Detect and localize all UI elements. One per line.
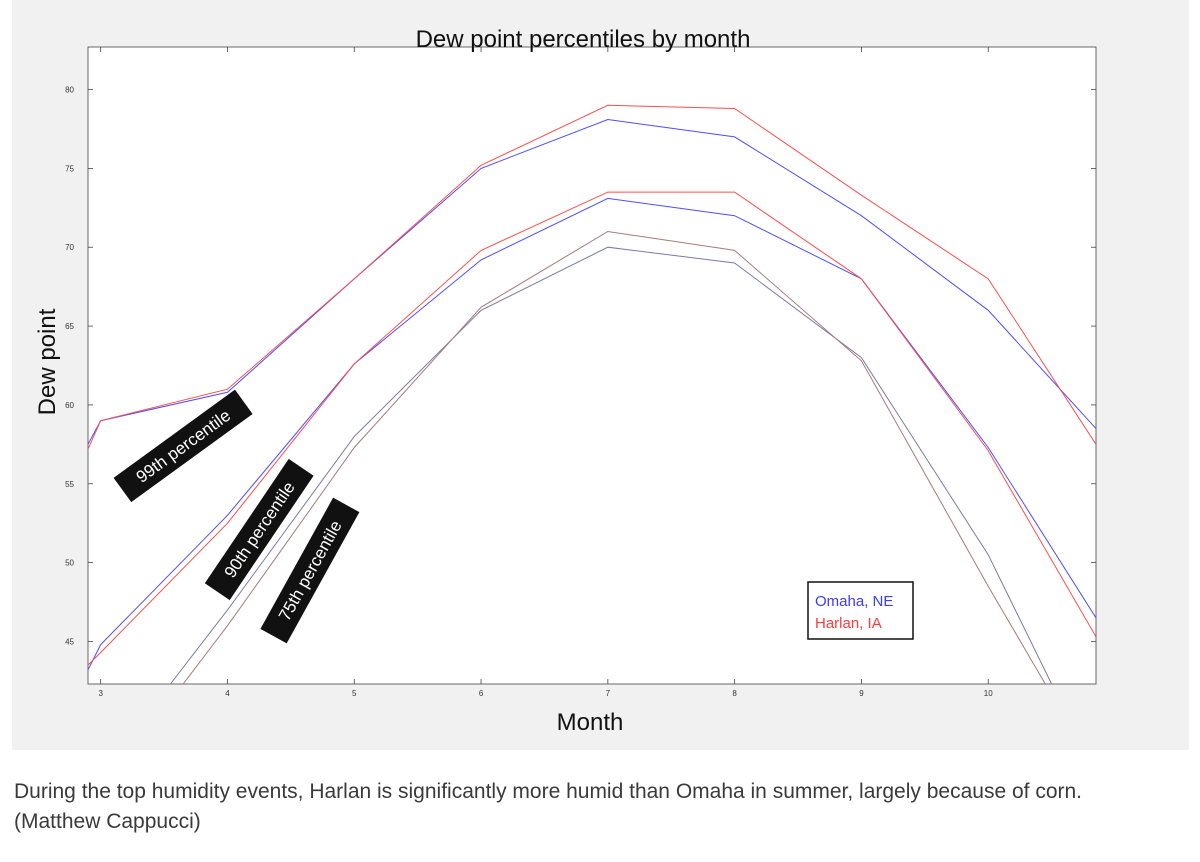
y-tick-label: 75: [65, 164, 74, 173]
chart-title: Dew point percentiles by month: [416, 26, 751, 53]
figure-caption: During the top humidity events, Harlan i…: [14, 780, 1083, 833]
y-tick-label: 60: [65, 401, 74, 410]
series-line-75th-harlan: [182, 230, 1046, 684]
y-tick-label: 70: [65, 243, 74, 252]
y-tick-label: 65: [65, 322, 74, 331]
x-axis-label: Month: [557, 709, 624, 736]
x-tick-label: 7: [606, 689, 611, 698]
legend-item-harlan: Harlan, IA: [815, 615, 882, 632]
series-line-90th-harlan: [88, 191, 1096, 666]
x-tick-label: 9: [859, 689, 864, 698]
y-tick-label: 80: [65, 86, 74, 95]
annotation-box: [260, 497, 360, 644]
chart: Dew point percentiles by month 3 4 5 6 7 8 9 10…: [34, 26, 1097, 736]
x-tick-label: 6: [479, 689, 484, 698]
x-tick-label: 5: [352, 689, 357, 698]
x-tick-label: 10: [984, 689, 993, 698]
legend-item-omaha: Omaha, NE: [815, 593, 893, 610]
y-tick-label: 50: [65, 559, 74, 568]
series-line-99th-harlan: [88, 104, 1096, 450]
legend-box: [807, 581, 914, 640]
annotation-box: [204, 458, 314, 601]
series-lines: [88, 104, 1096, 684]
x-tick-label: 4: [225, 689, 230, 698]
x-tick-label: 8: [732, 689, 737, 698]
plot-area: [87, 46, 1097, 685]
series-line-99th-omaha: [88, 118, 1096, 445]
annotation-box: [113, 389, 253, 503]
y-tick-label: 55: [65, 480, 74, 489]
series-line-90th-omaha: [88, 197, 1096, 671]
y-tick-label: 45: [65, 637, 74, 646]
x-tick-label: 3: [98, 689, 103, 698]
y-axis-label: Dew point: [34, 308, 61, 415]
series-line-75th-omaha: [170, 246, 1053, 684]
legend: Omaha, NE Harlan, IA: [807, 581, 914, 640]
